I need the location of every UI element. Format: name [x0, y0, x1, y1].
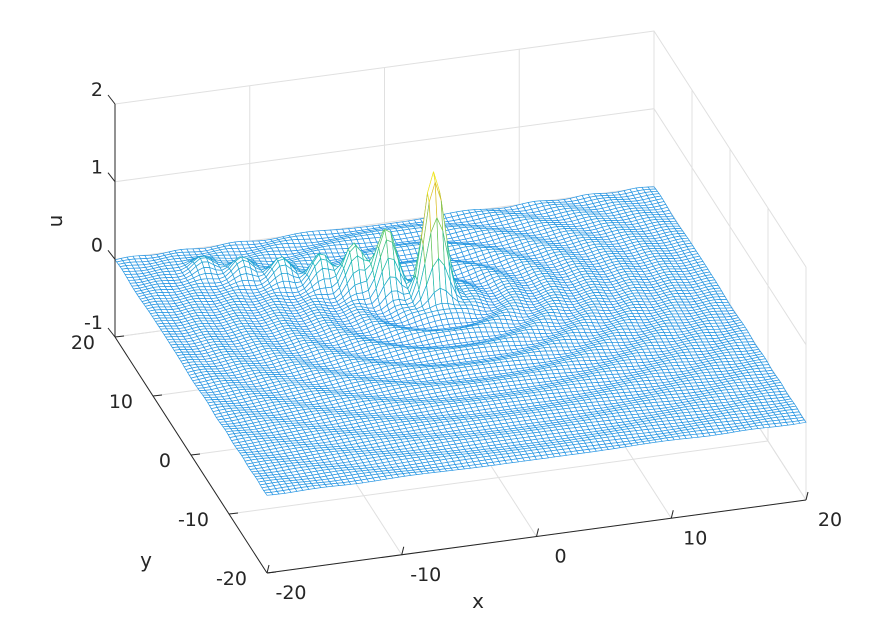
mesh-cell: [719, 299, 729, 303]
mesh-cell: [718, 296, 728, 300]
mesh-cell: [674, 228, 684, 232]
grid-line: [228, 440, 769, 515]
grid-line: [114, 30, 807, 268]
mesh-cell: [716, 293, 726, 298]
mesh-cell: [714, 290, 724, 295]
mesh-cell: [671, 223, 680, 227]
mesh-cell: [672, 225, 682, 229]
surface-mesh: [114, 171, 807, 496]
grid-line: [114, 108, 807, 345]
